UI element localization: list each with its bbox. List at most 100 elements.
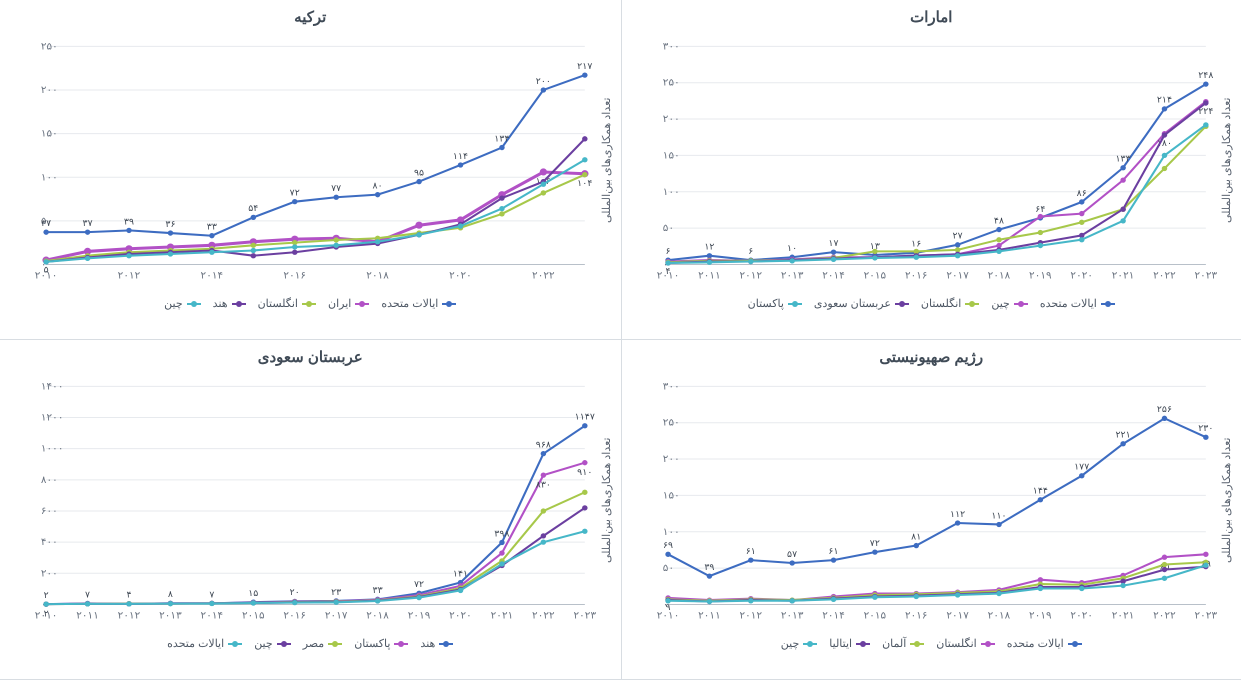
series-marker — [168, 601, 173, 606]
series-marker — [996, 522, 1001, 527]
svg-text:۹۵: ۹۵ — [414, 168, 424, 178]
svg-text:۲۰۲۲: ۲۰۲۲ — [1153, 271, 1176, 282]
svg-text:۱۰۴: ۱۰۴ — [577, 178, 592, 188]
series-marker — [1161, 416, 1166, 421]
series-marker — [416, 595, 421, 600]
svg-text:۳۹: ۳۹ — [124, 216, 134, 226]
svg-text:۸۶: ۸۶ — [1076, 188, 1086, 198]
legend-label: عربستان سعودی — [814, 297, 891, 310]
series-marker — [996, 591, 1001, 596]
panel-turkiye: ترکیهتعداد همکاری‌های بین‌المللی۰۵۰۱۰۰۱۵… — [0, 0, 621, 340]
series-marker — [499, 145, 504, 150]
svg-text:۱۵۰: ۱۵۰ — [662, 491, 679, 502]
svg-text:۲۴۸: ۲۴۸ — [1198, 70, 1213, 80]
svg-text:۲۰۱۹: ۲۰۱۹ — [1029, 611, 1052, 622]
panel-uae: اماراتتعداد همکاری‌های بین‌المللی۰۵۰۱۰۰۱… — [621, 0, 1241, 340]
svg-text:۲۰۲۳: ۲۰۲۳ — [1194, 611, 1217, 622]
svg-text:۸: ۸ — [168, 589, 173, 599]
svg-text:۲۰۱۱: ۲۰۱۱ — [698, 611, 721, 622]
legend-item: آلمان — [882, 637, 924, 650]
series-marker — [458, 588, 463, 593]
series-marker — [706, 573, 711, 578]
svg-text:۸۰: ۸۰ — [373, 181, 383, 191]
svg-text:۱۴۰۰: ۱۴۰۰ — [41, 382, 64, 393]
series-marker — [541, 182, 546, 187]
svg-text:۹: ۹ — [665, 602, 670, 612]
panel-ksa: عربستان سعودیتعداد همکاری‌های بین‌المللی… — [0, 340, 621, 680]
svg-text:۲۰۱۴: ۲۰۱۴ — [201, 611, 224, 622]
series-marker — [541, 451, 546, 456]
series-marker — [1120, 177, 1125, 182]
plot-wrap: تعداد همکاری‌های بین‌المللی۰۵۰۱۰۰۱۵۰۲۰۰۲… — [628, 28, 1236, 293]
svg-text:۴: ۴ — [665, 266, 670, 276]
legend-label: مصر — [303, 637, 325, 650]
series-marker — [789, 598, 794, 603]
legend: هندپاکستانمصرچینایالات متحده — [6, 637, 615, 650]
series-line — [668, 103, 1206, 263]
series-marker — [499, 196, 504, 201]
series-marker — [665, 598, 670, 603]
series-marker — [541, 539, 546, 544]
svg-text:۲۵۰: ۲۵۰ — [41, 42, 58, 53]
svg-text:۲۰۲۰: ۲۰۲۰ — [449, 271, 472, 282]
plot-wrap: تعداد همکاری‌های بین‌المللی۰۵۰۱۰۰۱۵۰۲۰۰۲… — [6, 28, 615, 293]
series-marker — [415, 222, 422, 229]
legend: ایالات متحدهانگلستانآلمانایتالیاچین — [628, 637, 1236, 650]
svg-text:۱۳۴: ۱۳۴ — [494, 134, 509, 144]
plot-area: ۰۵۰۱۰۰۱۵۰۲۰۰۲۵۰۳۰۰۲۰۱۰۲۰۱۱۲۰۱۲۲۰۱۳۲۰۱۴۲۰… — [628, 368, 1219, 633]
svg-text:۲۰۱۶: ۲۰۱۶ — [904, 271, 927, 282]
series-marker — [706, 260, 711, 265]
series-marker — [582, 423, 587, 428]
legend-label: ایالات متحده — [1040, 297, 1097, 310]
series-marker — [1161, 132, 1166, 137]
series-line — [668, 126, 1206, 262]
svg-text:۱۰۰۰: ۱۰۰۰ — [41, 444, 64, 455]
series-marker — [996, 237, 1001, 242]
svg-text:۳۳: ۳۳ — [373, 585, 383, 595]
svg-text:۶۹: ۶۹ — [662, 540, 672, 550]
svg-text:۲۰۰: ۲۰۰ — [662, 454, 679, 465]
panel-israel: رژیم صهیونیستیتعداد همکاری‌های بین‌الملل… — [621, 340, 1241, 680]
svg-text:۲۱۴: ۲۱۴ — [1156, 95, 1171, 105]
svg-text:۱۵۰: ۱۵۰ — [41, 129, 58, 140]
legend-label: ایالات متحده — [167, 637, 224, 650]
yaxis-label: تعداد همکاری‌های بین‌المللی — [1218, 28, 1235, 293]
svg-text:۲۰۱۰: ۲۰۱۰ — [656, 611, 679, 622]
svg-text:۱۰۰: ۱۰۰ — [662, 187, 679, 198]
svg-text:۲۰۰: ۲۰۰ — [41, 569, 58, 580]
series-marker — [1161, 166, 1166, 171]
series-marker — [913, 255, 918, 260]
series-marker — [665, 260, 670, 265]
svg-text:۶: ۶ — [665, 246, 670, 256]
series-marker — [1161, 106, 1166, 111]
series-marker — [375, 192, 380, 197]
svg-text:۵: ۵ — [44, 264, 49, 274]
series-marker — [1161, 567, 1166, 572]
svg-text:۲۰۱۹: ۲۰۱۹ — [1029, 271, 1052, 282]
series-marker — [168, 230, 173, 235]
series-marker — [251, 600, 256, 605]
legend-label: ایتالیا — [829, 637, 852, 650]
yaxis-label: تعداد همکاری‌های بین‌المللی — [598, 28, 615, 293]
svg-text:۲۰۲۰: ۲۰۲۰ — [1070, 611, 1093, 622]
svg-text:۳۹۸: ۳۹۸ — [494, 528, 509, 538]
series-line — [668, 125, 1206, 263]
svg-text:۱۵۰: ۱۵۰ — [662, 151, 679, 162]
svg-text:۲۰۰: ۲۰۰ — [662, 114, 679, 125]
svg-text:۵۰: ۵۰ — [662, 223, 673, 234]
svg-text:۲۰۱۲: ۲۰۱۲ — [118, 271, 141, 282]
series-marker — [1203, 552, 1208, 557]
svg-text:۶۰۰: ۶۰۰ — [41, 506, 58, 517]
legend-label: چین — [254, 637, 273, 650]
svg-text:۳۰۰: ۳۰۰ — [662, 382, 679, 393]
series-marker — [582, 136, 587, 141]
series-marker — [292, 199, 297, 204]
svg-text:۱۱۲: ۱۱۲ — [949, 509, 964, 519]
legend-item: هند — [213, 297, 246, 310]
svg-text:۳۰۰: ۳۰۰ — [662, 42, 679, 53]
legend-item: چین — [781, 637, 818, 650]
legend-item: چین — [991, 297, 1028, 310]
series-marker — [333, 237, 338, 242]
svg-text:۲۰۱۲: ۲۰۱۲ — [118, 611, 141, 622]
svg-text:۲۰۱۲: ۲۰۱۲ — [739, 611, 762, 622]
